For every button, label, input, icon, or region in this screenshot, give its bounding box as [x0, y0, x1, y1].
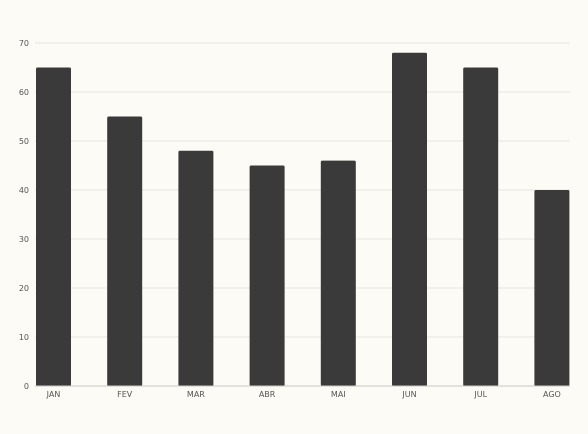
bar-abr	[249, 165, 285, 386]
x-tick-label: JUL	[473, 390, 487, 399]
bar-ago	[534, 190, 570, 386]
bar-jan	[36, 67, 71, 386]
x-tick-label: ABR	[259, 390, 276, 399]
bar-mai	[320, 160, 356, 386]
y-tick-label: 20	[19, 284, 29, 293]
x-tick-label: JUN	[401, 390, 416, 399]
y-tick-label: 40	[19, 186, 29, 195]
x-tick-label: MAR	[187, 390, 205, 399]
x-tick-label: FEV	[117, 390, 133, 399]
y-tick-label: 60	[19, 88, 29, 97]
axes: 0 10 20 30 40 50 60 70 JAN FEV MAR ABR MAI JUN JUL AGO	[19, 39, 570, 399]
y-tick-label: 30	[19, 235, 29, 244]
bar-mar	[178, 150, 214, 386]
x-tick-label: JAN	[46, 390, 61, 399]
y-tick-label: 50	[19, 137, 29, 146]
y-tick-label: 70	[19, 39, 29, 48]
bar-fev	[107, 116, 143, 386]
y-tick-label: 10	[19, 333, 29, 342]
x-tick-label: MAI	[331, 390, 346, 399]
bar-jul	[463, 67, 499, 386]
bar-series	[36, 52, 570, 387]
bar-jun	[392, 52, 427, 387]
x-tick-label: AGO	[543, 390, 561, 399]
y-tick-label: 0	[24, 382, 29, 391]
